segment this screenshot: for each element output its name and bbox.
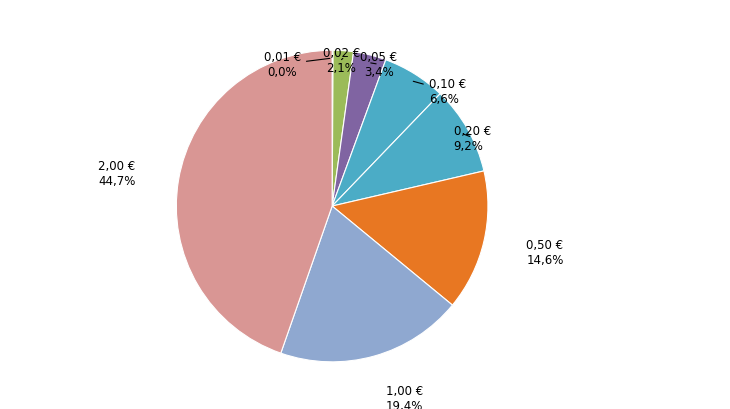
Wedge shape [332,51,353,207]
Wedge shape [332,94,484,207]
Text: 2,00 €
44,7%: 2,00 € 44,7% [98,160,136,187]
Text: 0,20 €
9,2%: 0,20 € 9,2% [453,124,491,152]
Wedge shape [281,207,453,362]
Text: 0,02 €
2,1%: 0,02 € 2,1% [323,47,360,74]
Text: 0,10 €
6,6%: 0,10 € 6,6% [413,78,466,106]
Text: 1,00 €
19,4%: 1,00 € 19,4% [386,384,423,409]
Wedge shape [332,51,333,207]
Wedge shape [332,61,440,207]
Text: 0,05 €
3,4%: 0,05 € 3,4% [361,51,397,79]
Wedge shape [332,53,385,207]
Wedge shape [177,51,332,353]
Text: 0,50 €
14,6%: 0,50 € 14,6% [526,238,564,266]
Text: 0,01 €
0,0%: 0,01 € 0,0% [264,51,330,79]
Wedge shape [332,171,488,306]
